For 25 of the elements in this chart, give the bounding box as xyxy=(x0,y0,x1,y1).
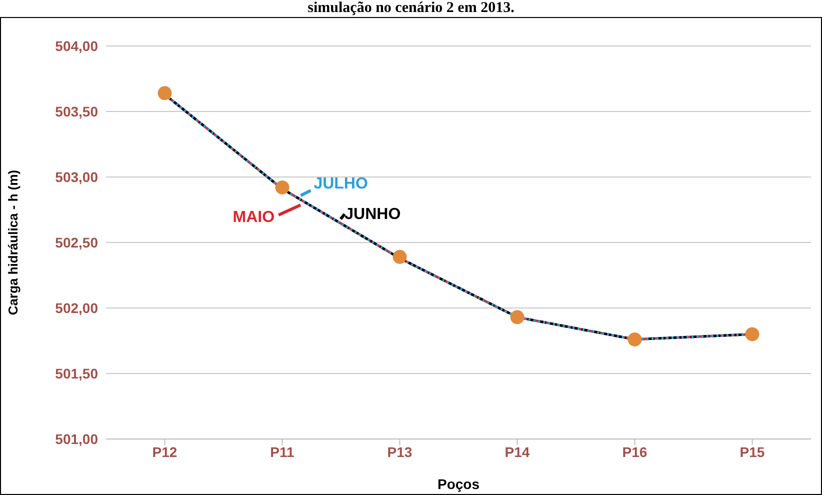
x-tick-label: P16 xyxy=(622,444,648,460)
x-tick-label: P12 xyxy=(152,444,178,460)
point xyxy=(392,250,407,264)
y-tick-label: 503,50 xyxy=(55,103,98,120)
x-tick-label: P14 xyxy=(504,444,530,460)
chart-title: simulação no cenário 2 em 2013. xyxy=(306,0,516,16)
y-tick-label: 501,50 xyxy=(55,365,98,382)
y-axis-title: Carga hidráulica - h (m) xyxy=(6,170,21,316)
y-tick-label: 502,00 xyxy=(55,300,98,316)
point xyxy=(275,180,290,194)
y-tick-label: 502,50 xyxy=(55,234,98,250)
legend-label: JUNHO xyxy=(344,206,401,224)
point xyxy=(745,327,760,342)
y-tick-label: 504,00 xyxy=(55,38,98,54)
y-tick-label: 503,00 xyxy=(55,168,98,185)
point xyxy=(158,86,172,100)
legend-label: JULHO xyxy=(314,176,368,193)
point xyxy=(628,332,642,346)
series-label: MAIO xyxy=(232,208,275,226)
point xyxy=(510,310,524,324)
x-tick-label: P11 xyxy=(270,444,295,460)
x-axis-title: Poços xyxy=(437,476,480,492)
y-tick-label: 501,00 xyxy=(55,430,98,447)
x-tick-label: P15 xyxy=(740,444,765,460)
x-tick-label: P13 xyxy=(387,444,412,460)
